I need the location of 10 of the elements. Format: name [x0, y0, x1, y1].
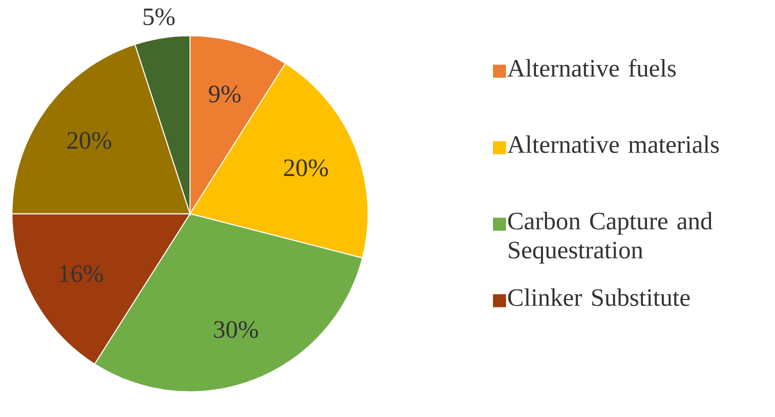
legend-label: Carbon Capture and Sequestration	[508, 212, 712, 264]
data-label: 20%	[284, 160, 328, 176]
data-label: 5%	[144, 8, 175, 26]
data-label: 30%	[214, 321, 258, 338]
legend-label: Clinker Substitute	[508, 288, 690, 306]
legend-label: Alternative fuels	[507, 59, 676, 77]
data-label: 16%	[60, 265, 103, 282]
data-label: 9%	[208, 86, 241, 103]
legend-label: Alternative materials	[507, 136, 719, 154]
data-label: 20%	[67, 132, 112, 150]
